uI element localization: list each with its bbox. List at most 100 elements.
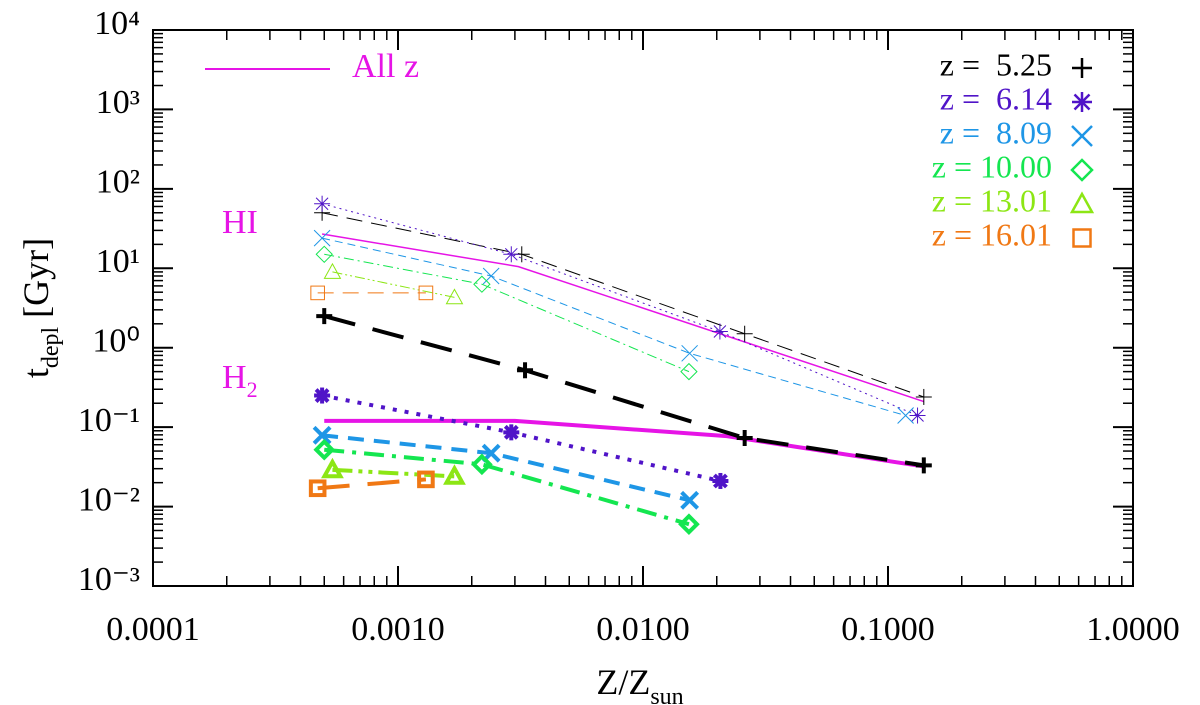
- legend-label: z = 13.01: [932, 182, 1052, 218]
- marker: [1072, 228, 1092, 248]
- marker-stroke: [897, 407, 914, 424]
- marker-shape: [678, 513, 700, 536]
- x-tick-label: 0.0001: [106, 611, 200, 648]
- marker: [909, 407, 926, 424]
- y-tick-label: 10⁰: [92, 323, 140, 360]
- marker: [313, 438, 336, 461]
- all-z-hi-line: [321, 233, 925, 403]
- legend-label: z = 10.00: [932, 148, 1052, 184]
- marker-stroke: [315, 197, 329, 211]
- marker-stroke: [312, 425, 332, 445]
- h2-line: [317, 477, 427, 491]
- legend-label: z = 8.09: [940, 114, 1052, 150]
- marker: [443, 464, 466, 485]
- marker: [315, 245, 333, 264]
- marker: [1070, 158, 1094, 182]
- marker-shape: [680, 362, 698, 381]
- marker: [1072, 58, 1092, 78]
- marker: [1071, 125, 1093, 147]
- marker: [517, 362, 534, 379]
- marker-shape: [308, 479, 327, 498]
- marker-shape: [1072, 228, 1092, 248]
- marker: [417, 470, 435, 489]
- marker-shape: [445, 288, 464, 305]
- marker: [482, 267, 500, 285]
- marker: [680, 362, 698, 381]
- marker: [897, 407, 914, 424]
- marker: [473, 275, 491, 293]
- h2-label-subscript: 2: [247, 377, 258, 402]
- marker: [445, 288, 464, 305]
- marker-stroke: [712, 473, 728, 489]
- marker: [915, 388, 932, 405]
- x-axis-title-text: Z/Z: [596, 662, 650, 702]
- y-tick-label: 10¹: [96, 243, 140, 280]
- marker-stroke: [313, 229, 331, 247]
- marker: [323, 262, 342, 279]
- marker: [312, 425, 332, 445]
- hi-line: [332, 271, 455, 298]
- marker: [313, 229, 331, 247]
- marker: [308, 479, 327, 498]
- marker-shape: [313, 438, 336, 461]
- h2-label: H2: [222, 359, 258, 402]
- y-tick-label: 10⁻¹: [78, 402, 140, 439]
- hi-line: [321, 212, 924, 398]
- marker-stroke: [482, 267, 500, 285]
- marker: [736, 429, 753, 446]
- marker: [915, 457, 932, 474]
- marker-stroke: [1073, 93, 1091, 111]
- marker-shape: [1069, 191, 1095, 214]
- x-tick-label: 0.0010: [351, 611, 445, 648]
- marker: [471, 453, 493, 476]
- hi-label: HI: [222, 204, 258, 241]
- marker: [681, 344, 698, 362]
- h2-label-text: H: [222, 359, 247, 396]
- y-tick-label: 10²: [96, 164, 140, 201]
- marker-stroke: [504, 247, 518, 261]
- marker-shape: [471, 453, 493, 476]
- x-tick-label: 0.0100: [596, 611, 690, 648]
- h2-line: [323, 314, 925, 468]
- marker-shape: [321, 457, 344, 479]
- h2-line: [332, 467, 455, 479]
- marker-shape: [1070, 158, 1094, 182]
- marker-shape: [473, 275, 491, 293]
- hi-line: [324, 253, 690, 373]
- marker: [678, 513, 700, 536]
- hi-line: [321, 237, 906, 417]
- h2-line: [321, 393, 721, 483]
- marker-shape: [417, 470, 435, 489]
- x-tick-label: 0.1000: [841, 611, 935, 648]
- y-axis-title-text: t: [16, 368, 56, 378]
- marker-stroke: [911, 409, 924, 422]
- marker-stroke: [680, 490, 700, 510]
- marker: [736, 325, 753, 342]
- h2-line: [321, 433, 691, 503]
- y-axis-title-suffix: [Gyr]: [16, 238, 56, 327]
- marker: [503, 424, 520, 441]
- legend-label: All z: [352, 48, 419, 85]
- x-axis-title: Z/Zsun: [596, 662, 683, 705]
- y-tick-label: 10³: [96, 84, 140, 121]
- x-axis-title-subscript: sun: [650, 684, 683, 705]
- marker: [316, 308, 333, 325]
- legend-label: z = 16.01: [932, 216, 1052, 252]
- marker: [503, 246, 520, 263]
- marker-shape: [315, 245, 333, 264]
- hi-line: [321, 203, 918, 416]
- marker-shape: [443, 464, 466, 485]
- marker: [314, 195, 331, 212]
- marker-stroke: [314, 388, 330, 403]
- marker-shape: [310, 285, 325, 301]
- y-tick-label: 10⁻²: [78, 481, 140, 518]
- marker-stroke: [1071, 125, 1093, 147]
- x-tick-label: 1.0000: [1086, 611, 1180, 648]
- marker-stroke: [713, 325, 727, 338]
- y-axis-title: tdepl [Gyr]: [16, 238, 63, 378]
- marker-shape: [418, 285, 434, 301]
- y-tick-label: 10⁻³: [78, 561, 140, 598]
- marker: [314, 387, 331, 404]
- y-tick-label: 10⁴: [94, 5, 140, 42]
